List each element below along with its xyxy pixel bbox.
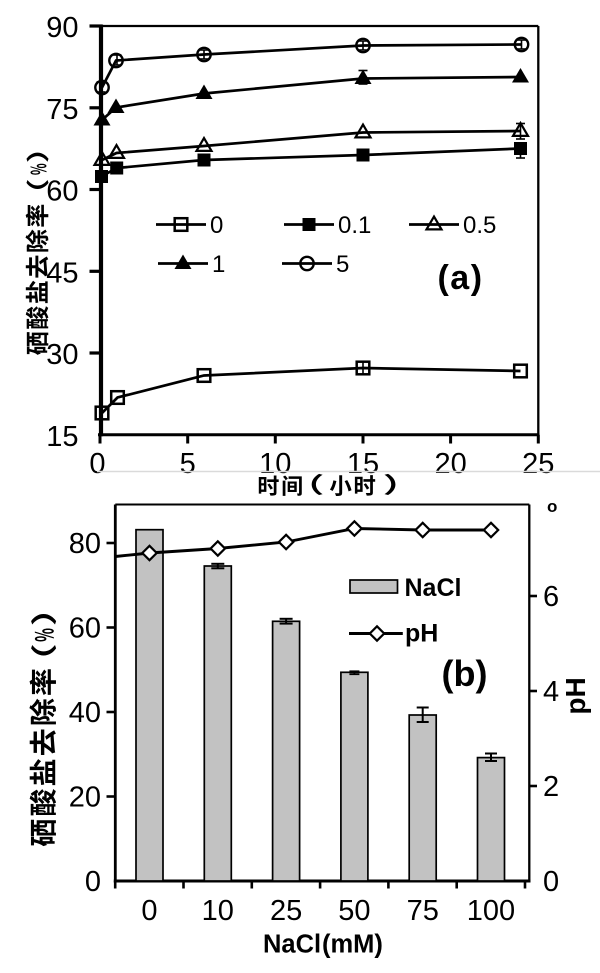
svg-text:4: 4 — [543, 676, 559, 708]
svg-text:20: 20 — [434, 448, 466, 480]
svg-text:0: 0 — [85, 866, 101, 898]
svg-text:5: 5 — [180, 448, 196, 480]
svg-text:15: 15 — [46, 421, 78, 453]
svg-text:45: 45 — [46, 257, 78, 289]
svg-text:0: 0 — [141, 895, 157, 927]
svg-text:75: 75 — [407, 895, 439, 927]
svg-text:25: 25 — [270, 895, 302, 927]
svg-text:0: 0 — [210, 212, 223, 239]
svg-text:10: 10 — [202, 895, 234, 927]
svg-text:(mM): (mM) — [322, 931, 383, 959]
svg-text:90: 90 — [46, 12, 78, 44]
svg-text:15: 15 — [347, 448, 379, 480]
svg-text:pH: pH — [560, 677, 591, 714]
svg-text:60: 60 — [46, 176, 78, 208]
svg-text:0: 0 — [89, 448, 105, 480]
svg-text:0: 0 — [543, 866, 559, 898]
svg-text:80: 80 — [69, 528, 101, 560]
svg-text:5: 5 — [336, 251, 349, 278]
svg-text:30: 30 — [46, 339, 78, 371]
svg-text:75: 75 — [46, 94, 78, 126]
svg-text:pH: pH — [405, 620, 438, 648]
svg-text:(b): (b) — [442, 653, 488, 694]
svg-text:25: 25 — [522, 448, 554, 480]
svg-text:40: 40 — [69, 697, 101, 729]
svg-text:1: 1 — [212, 251, 225, 278]
svg-text:o: o — [547, 497, 557, 516]
svg-text:0.5: 0.5 — [463, 212, 496, 239]
svg-text:10: 10 — [259, 448, 291, 480]
svg-text:NaCl: NaCl — [405, 574, 462, 602]
svg-text:NaCl: NaCl — [263, 931, 321, 959]
svg-text:2: 2 — [543, 771, 559, 803]
svg-text:50: 50 — [338, 895, 370, 927]
svg-text:20: 20 — [69, 782, 101, 814]
svg-text:100: 100 — [467, 895, 515, 927]
svg-text:6: 6 — [543, 581, 559, 613]
svg-text:(a): (a) — [437, 259, 483, 297]
svg-text:60: 60 — [69, 613, 101, 645]
svg-text:0.1: 0.1 — [338, 212, 371, 239]
